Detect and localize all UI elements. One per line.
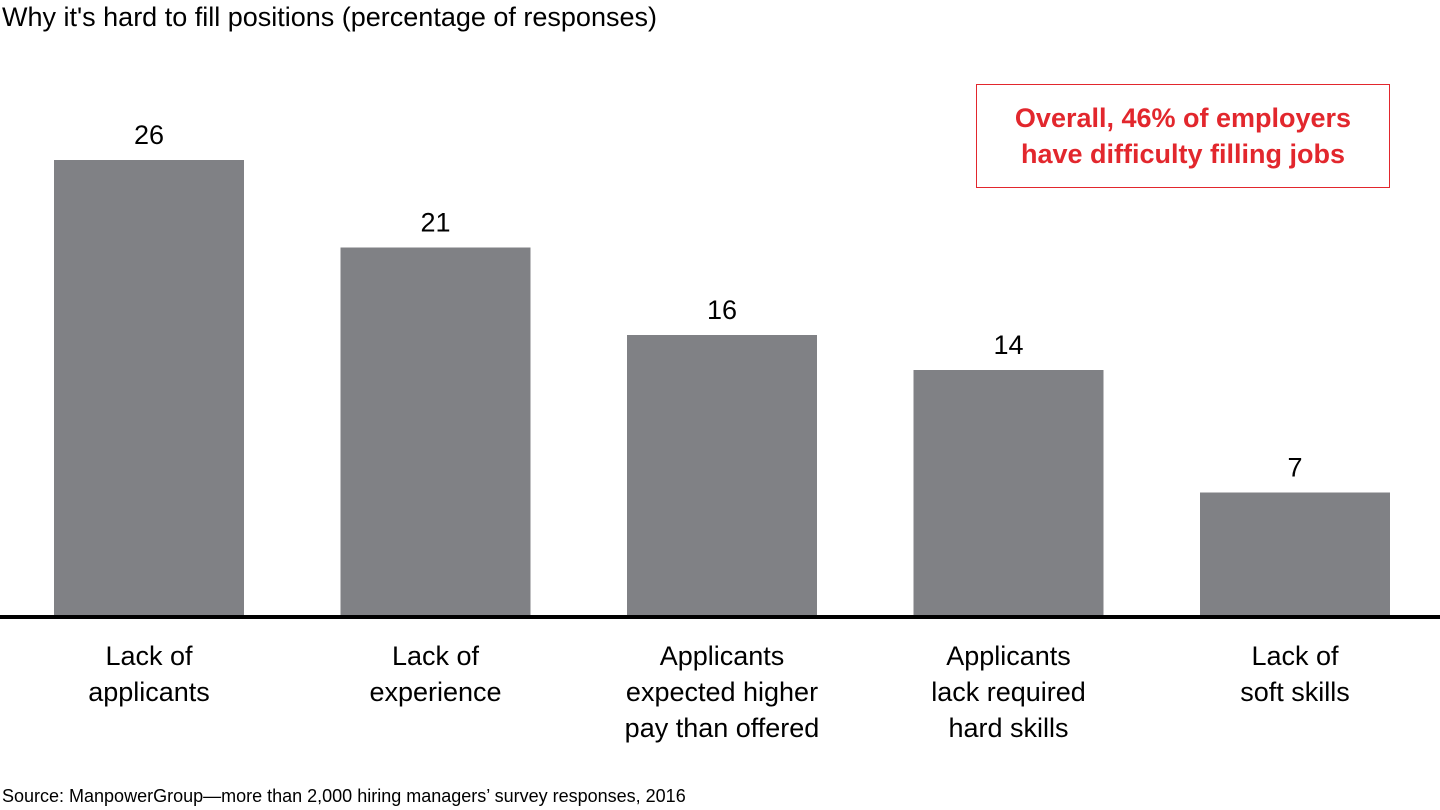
x-tick-label: Lack of applicants	[88, 641, 210, 707]
bar	[913, 370, 1104, 615]
value-label: 14	[993, 330, 1023, 360]
x-tick-label: Lack of experience	[369, 641, 502, 707]
annotation: Overall, 46% of employers have difficult…	[976, 84, 1390, 188]
value-label: 21	[420, 208, 450, 238]
x-tick-label: Applicants lack required hard skills	[931, 641, 1086, 743]
value-label: 16	[707, 295, 737, 325]
bar	[1200, 492, 1390, 615]
bar	[54, 160, 244, 615]
x-tick-label: Applicants expected higher pay than offe…	[624, 641, 820, 743]
x-tick-label: Lack of soft skills	[1240, 641, 1350, 707]
value-label: 7	[1287, 453, 1302, 483]
bar	[340, 247, 531, 615]
bar	[627, 335, 817, 615]
value-label: 26	[134, 120, 164, 150]
source-note: Source: ManpowerGroup—more than 2,000 hi…	[2, 786, 686, 806]
chart-title: Why it's hard to fill positions (percent…	[2, 2, 657, 32]
